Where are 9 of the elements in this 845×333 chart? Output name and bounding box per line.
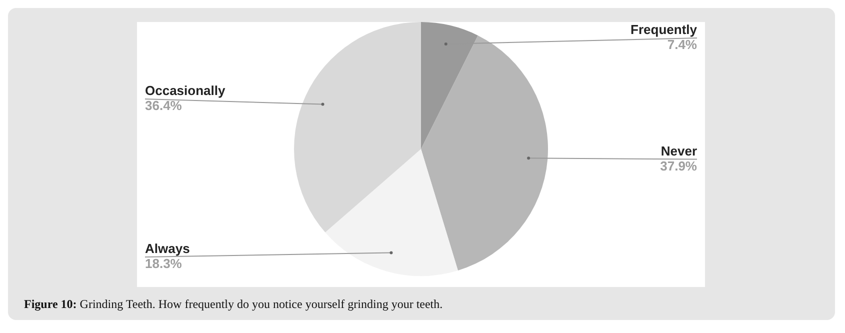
data-label: 37.9% <box>660 158 698 174</box>
slice-label: Always <box>145 241 190 256</box>
slice-label: Occasionally <box>145 83 226 98</box>
slice-label: Never <box>660 143 697 158</box>
data-label: 36.4% <box>145 98 182 114</box>
caption: Figure 10: Grinding Teeth. How frequently do you notice yourself grinding your teeth. <box>24 297 443 311</box>
data-label: 7.4% <box>667 37 698 52</box>
slice-label: Frequently <box>630 22 698 38</box>
data-label: 18.3% <box>145 256 182 272</box>
